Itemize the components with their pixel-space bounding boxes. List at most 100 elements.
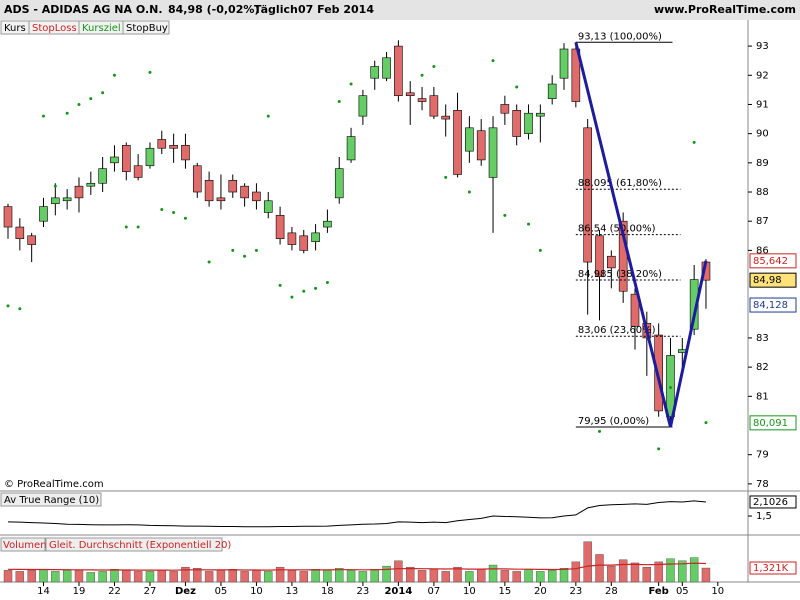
stop-dot — [160, 208, 164, 212]
candle-body — [122, 145, 131, 172]
volume-bar — [382, 565, 391, 583]
volume-bar — [145, 571, 155, 583]
x-tick-label: Dez — [175, 586, 196, 597]
y-tick-label: 1,5 — [756, 511, 772, 522]
volume-bar — [204, 571, 214, 583]
candle-body — [133, 165, 143, 178]
candle-body — [204, 180, 214, 202]
volume-bar — [630, 562, 640, 583]
stop-dot — [112, 73, 116, 77]
button[interactable]: Kursziel — [82, 23, 121, 34]
x-tick-label: Feb — [648, 586, 668, 597]
volume-bar — [98, 571, 107, 583]
volume-bar — [358, 571, 368, 583]
volume-bar — [27, 570, 36, 583]
stop-dot — [266, 114, 270, 118]
candle-body — [98, 168, 107, 184]
candle-body — [323, 220, 332, 228]
stop-dot — [491, 59, 495, 63]
panel-title: Av True Range (10) — [4, 495, 99, 506]
candle-body — [263, 200, 273, 213]
volume-bar — [15, 571, 25, 583]
volume-bar — [453, 566, 462, 583]
button[interactable]: Kurs — [4, 23, 26, 34]
x-tick-label: 22 — [108, 586, 121, 597]
stop-dot — [172, 210, 176, 214]
candle-body — [181, 145, 190, 161]
stop-dot — [692, 140, 696, 144]
candle-body — [630, 293, 640, 327]
volume-bar — [216, 570, 226, 583]
x-tick-label: 27 — [144, 586, 157, 597]
x-tick-label: 13 — [286, 586, 299, 597]
candle-body — [299, 235, 309, 251]
candle-body — [39, 206, 48, 222]
candle-body — [547, 83, 557, 99]
stop-dot — [6, 304, 10, 308]
candle-body — [86, 182, 96, 187]
candle-body — [465, 127, 474, 152]
volume-bar — [547, 570, 557, 583]
volume-bar — [689, 557, 699, 583]
stop-dot — [668, 386, 672, 390]
x-tick-label: 15 — [498, 586, 511, 597]
y-tick-label: 78 — [756, 479, 769, 490]
volume-bar — [157, 570, 166, 583]
volume-bar — [477, 569, 486, 583]
stop-dot — [89, 97, 93, 101]
button[interactable]: StopBuy — [126, 23, 168, 34]
toolbar: Kurs StopLoss Kursziel StopBuy — [0, 20, 170, 35]
volume-bar — [133, 571, 143, 583]
stop-dot — [657, 447, 661, 451]
candle-body — [216, 197, 226, 202]
y-tick-label: 81 — [756, 391, 769, 402]
stop-dot — [231, 248, 235, 252]
stop-dot — [598, 429, 601, 433]
volume-bar — [429, 569, 439, 583]
y-tick-label: 87 — [756, 216, 769, 227]
quote: 84,98 (-0,02%) — [168, 3, 259, 16]
volume-bar — [275, 566, 285, 583]
price-label: 80,091 — [753, 418, 788, 429]
volume-ma — [7, 562, 707, 571]
candle-body — [488, 127, 498, 178]
button[interactable]: StopLoss — [32, 23, 77, 34]
stop-dot — [148, 70, 152, 74]
x-tick-label: 14 — [37, 586, 50, 597]
watermark: © ProRealTime.com — [4, 479, 104, 490]
candle-body — [275, 215, 285, 240]
volume-bar — [323, 570, 332, 583]
candle-body — [405, 92, 415, 97]
button-bg[interactable] — [122, 20, 170, 35]
candle-body — [192, 165, 202, 193]
stop-dot — [337, 100, 341, 104]
fib-label: 79,95 (0,00%) — [578, 416, 649, 427]
volume-bar — [193, 568, 202, 583]
y-tick-label: 82 — [756, 362, 769, 373]
candle-body — [524, 112, 533, 134]
candle-body — [429, 95, 439, 117]
last-label: 1,321K — [753, 563, 789, 574]
volume-bar — [642, 566, 652, 583]
candle-body — [394, 45, 403, 97]
volume-bar — [62, 570, 72, 583]
candle-body — [27, 235, 36, 245]
candle-body — [536, 112, 545, 117]
stop-dot — [432, 65, 436, 69]
stop-dot — [136, 225, 140, 229]
stop-dot — [41, 114, 45, 118]
stop-dot — [503, 213, 507, 217]
x-tick-label: 2014 — [384, 586, 412, 597]
x-tick-label: 19 — [73, 586, 86, 597]
volume-bar — [654, 561, 663, 583]
y-tick-label: 90 — [756, 129, 769, 140]
volume-bar — [169, 571, 178, 583]
x-tick-label: 07 — [428, 586, 441, 597]
candle-body — [559, 48, 569, 79]
volume-bar — [595, 554, 604, 583]
candle-body — [382, 57, 391, 79]
volume-bar — [311, 569, 320, 583]
volume-bar — [335, 568, 344, 583]
